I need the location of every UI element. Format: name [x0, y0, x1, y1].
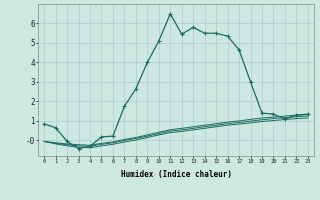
- X-axis label: Humidex (Indice chaleur): Humidex (Indice chaleur): [121, 170, 231, 179]
